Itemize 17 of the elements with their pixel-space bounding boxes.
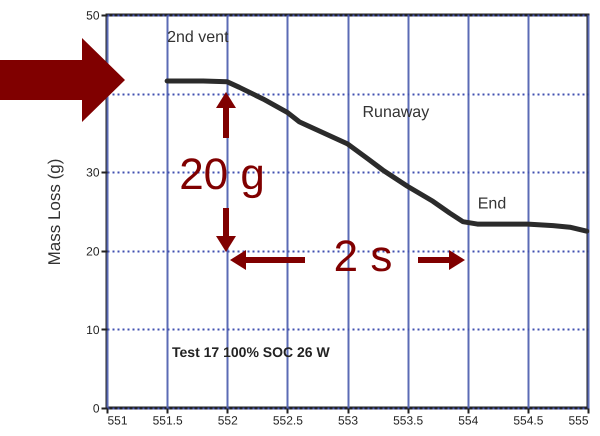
y-axis-title: Mass Loss (g) [45, 158, 64, 266]
y-tick-label: 20 [86, 244, 100, 258]
x-tick-label: 555 [568, 414, 589, 428]
annotation: 20 g [179, 150, 265, 199]
x-tick-label: 552.5 [272, 414, 304, 428]
x-tick-label: 551.5 [152, 414, 183, 428]
y-tick-label: 0 [92, 402, 100, 416]
x-tick-label: 553 [338, 414, 358, 428]
x-tick-label: 553.5 [393, 414, 424, 428]
y-tick-label: 10 [86, 322, 100, 337]
y-tick-label: 50 [86, 8, 100, 22]
x-tick-label: 551 [108, 414, 128, 428]
annotation: End [478, 196, 506, 213]
x-tick-label: 552 [218, 414, 238, 428]
x-tick-label: 554 [458, 414, 479, 428]
x-tick-label: 554.5 [513, 414, 544, 428]
y-tick-label: 30 [86, 166, 100, 180]
